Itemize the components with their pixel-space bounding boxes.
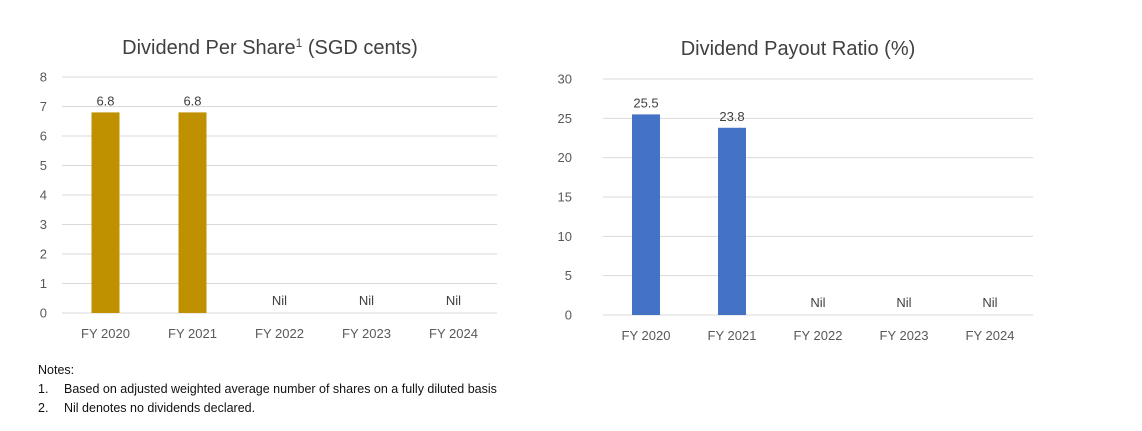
note-item: 2. Nil denotes no dividends declared.	[38, 399, 497, 418]
bar	[632, 114, 660, 316]
dividend-per-share-chart: Dividend Per Share1 (SGD cents) 0 1 2 3 4 5 6 7 8…	[40, 36, 497, 341]
x-tick-label: FY 2021	[708, 328, 757, 343]
y-tick-label: 3	[40, 217, 47, 232]
x-tick-label: FY 2021	[168, 326, 217, 341]
data-label: Nil	[446, 293, 461, 308]
bar	[91, 112, 120, 314]
data-label: Nil	[810, 295, 825, 310]
note-item: 1. Based on adjusted weighted average nu…	[38, 380, 497, 399]
y-tick-label: 5	[40, 158, 47, 173]
x-tick-label: FY 2024	[429, 326, 478, 341]
y-tick-label: 4	[40, 188, 47, 203]
data-label: 23.8	[719, 109, 744, 124]
data-label: Nil	[272, 293, 287, 308]
dividend-payout-ratio-chart: Dividend Payout Ratio (%) 0 5 10 15 20 25 30 25.…	[558, 38, 1033, 343]
note-number: 2.	[38, 401, 49, 415]
data-label: 6.8	[96, 93, 114, 108]
y-tick-label: 6	[40, 129, 47, 144]
x-tick-label: FY 2020	[622, 328, 671, 343]
data-label: Nil	[359, 293, 374, 308]
bar	[718, 127, 746, 315]
bar	[178, 112, 207, 314]
note-text: Nil denotes no dividends declared.	[64, 401, 256, 415]
x-tick-label: FY 2020	[81, 326, 130, 341]
chart-title: Dividend Per Share1 (SGD cents)	[122, 36, 418, 59]
notes-heading: Notes:	[38, 363, 75, 377]
note-number: 1.	[38, 382, 49, 396]
y-tick-label: 2	[40, 247, 47, 262]
y-tick-label: 8	[40, 70, 47, 85]
y-tick-label: 0	[40, 306, 47, 321]
chart-title: Dividend Payout Ratio (%)	[681, 38, 916, 60]
y-tick-label: 1	[40, 276, 47, 291]
data-label: Nil	[896, 295, 911, 310]
x-tick-label: FY 2023	[880, 328, 929, 343]
y-tick-label: 20	[558, 150, 572, 165]
data-label: Nil	[982, 295, 997, 310]
y-tick-label: 15	[558, 190, 572, 205]
x-tick-label: FY 2024	[966, 328, 1015, 343]
note-text: Based on adjusted weighted average numbe…	[64, 382, 497, 396]
notes-section: Notes: 1. Based on adjusted weighted ave…	[38, 361, 497, 418]
x-tick-label: FY 2023	[342, 326, 391, 341]
data-label: 6.8	[183, 93, 201, 108]
data-label: 25.5	[633, 95, 658, 110]
y-tick-label: 0	[565, 308, 572, 323]
y-tick-label: 10	[558, 229, 572, 244]
x-tick-label: FY 2022	[794, 328, 843, 343]
y-tick-label: 7	[40, 99, 47, 114]
y-tick-label: 5	[565, 268, 572, 283]
y-tick-label: 25	[558, 111, 572, 126]
y-tick-label: 30	[558, 72, 572, 87]
x-tick-label: FY 2022	[255, 326, 304, 341]
